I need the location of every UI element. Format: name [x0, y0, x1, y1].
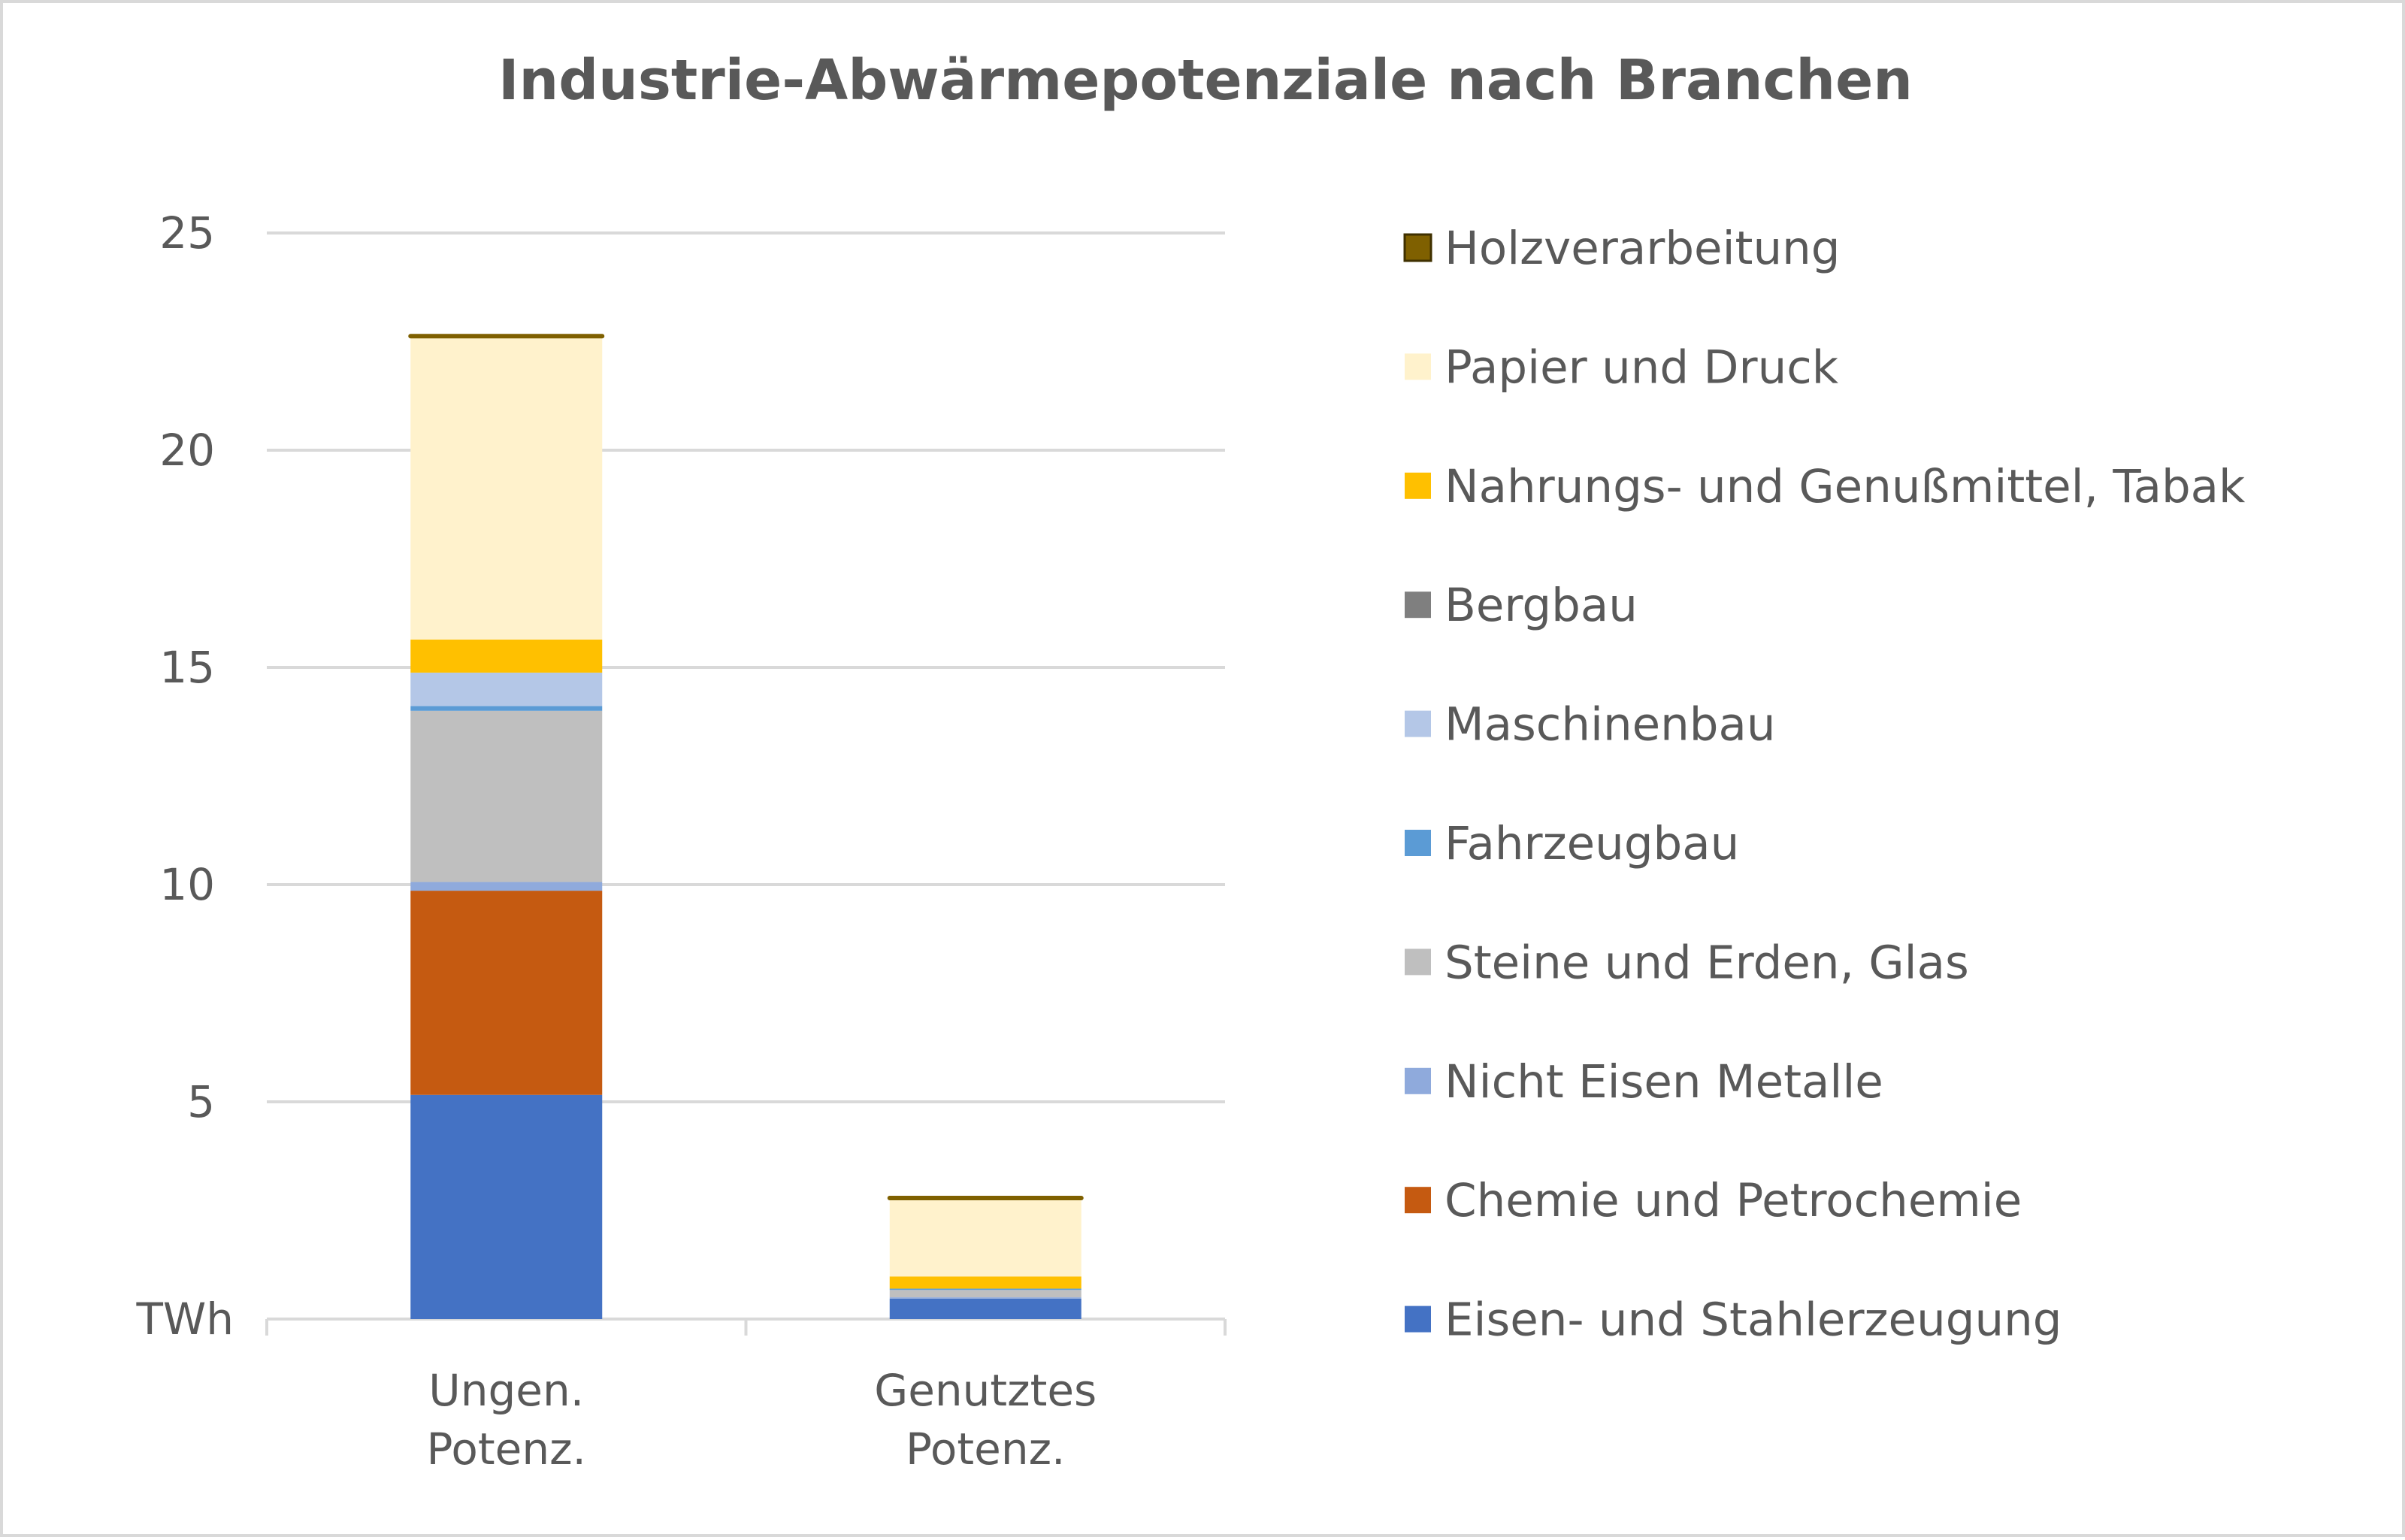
legend-swatch	[1403, 233, 1432, 262]
legend-label: Nicht Eisen Metalle	[1445, 1055, 1883, 1109]
bar-segment	[889, 1276, 1081, 1289]
legend-label: Steine und Erden, Glas	[1445, 936, 1969, 989]
legend-label: Fahrzeugbau	[1445, 817, 1739, 870]
legend-swatch	[1405, 353, 1431, 380]
y-tick-label: 20	[159, 425, 215, 476]
legend-swatch	[1405, 710, 1431, 737]
bar-segment	[410, 640, 603, 673]
legend-label: Papier und Druck	[1445, 340, 1839, 394]
legend-swatch	[1405, 591, 1431, 619]
x-category-label: Potenz.	[427, 1424, 586, 1475]
y-axis-unit-label: TWh	[135, 1293, 234, 1345]
y-tick-label: 15	[159, 642, 215, 693]
legend-label: Holzverarbeitung	[1445, 222, 1840, 275]
y-tick-label: 10	[159, 859, 215, 910]
bar-segment	[410, 882, 603, 891]
bar-segment	[410, 710, 603, 882]
legend-swatch	[1405, 830, 1431, 856]
legend-swatch	[1405, 1187, 1431, 1214]
x-category-label: Ungen.	[428, 1365, 584, 1416]
bar-segment	[410, 672, 603, 706]
bar-segment	[410, 891, 603, 1095]
bar-segment	[410, 706, 603, 711]
bar-segment	[889, 1288, 1081, 1290]
legend-label: Bergbau	[1445, 579, 1638, 632]
legend-label: Chemie und Petrochemie	[1445, 1174, 2022, 1227]
legend-label: Maschinenbau	[1445, 698, 1776, 752]
y-tick-label: 5	[187, 1076, 215, 1127]
bar-segment	[889, 1290, 1081, 1298]
bar-segment	[889, 1297, 1081, 1299]
x-category-label: Genutztes	[874, 1365, 1097, 1416]
legend-swatch	[1405, 1067, 1431, 1094]
legend-swatch	[1405, 1306, 1431, 1333]
legend-label: Nahrungs- und Genußmittel, Tabak	[1445, 460, 2246, 513]
bar-segment	[889, 1200, 1081, 1277]
bar-segment	[410, 337, 603, 640]
legend-swatch	[1405, 472, 1431, 499]
chart-title: Industrie-Abwärmepotenziale nach Branche…	[498, 48, 1913, 113]
bar-segment	[410, 1094, 603, 1319]
x-category-label: Potenz.	[906, 1424, 1065, 1475]
legend-label: Eisen- und Stahlerzeugung	[1445, 1293, 2062, 1347]
stacked-bar-chart: Industrie-Abwärmepotenziale nach Branche…	[135, 48, 2246, 1475]
legend-swatch	[1405, 949, 1431, 976]
bar-segment	[889, 1298, 1081, 1319]
y-tick-label: 25	[159, 207, 215, 259]
